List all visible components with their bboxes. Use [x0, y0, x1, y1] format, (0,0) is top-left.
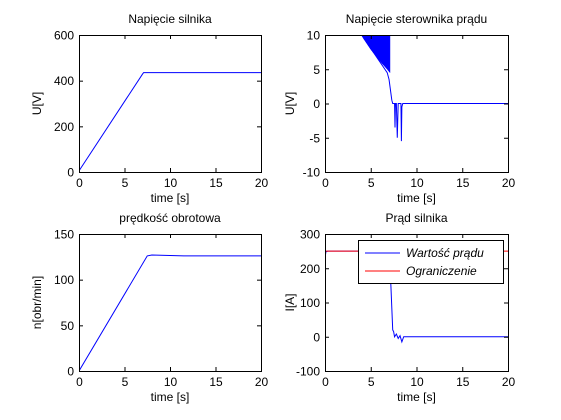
- x-tick-label: 0: [322, 375, 329, 389]
- chart-title: Napięcie sterownika prądu: [346, 12, 487, 26]
- x-tick-label: 10: [164, 375, 178, 389]
- legend: Wartość prądu Ograniczenie: [358, 240, 504, 284]
- series-line-1: [79, 254, 261, 371]
- y-axis-label: U[V]: [30, 92, 44, 115]
- data-layer: [361, 35, 508, 142]
- x-tick-label: 5: [368, 375, 375, 389]
- x-tick-label: 15: [209, 176, 223, 190]
- y-tick-label: -100: [296, 365, 320, 379]
- chart-title: Prąd silnika: [385, 211, 447, 225]
- x-tick-label: 5: [122, 375, 129, 389]
- y-tick-label: 0: [313, 97, 320, 111]
- oscillation-band: [361, 35, 391, 74]
- x-tick-label: 5: [122, 176, 129, 190]
- y-tick-label: -5: [309, 131, 320, 145]
- x-tick-label: 0: [76, 375, 83, 389]
- legend-entry-1: Wartość prądu: [406, 246, 484, 260]
- x-tick-label: 15: [456, 176, 470, 190]
- y-tick-label: 0: [67, 166, 74, 180]
- y-tick-label: 400: [54, 74, 74, 88]
- y-axis-label: I[A]: [283, 293, 297, 311]
- legend-entry-2: Ograniczenie: [406, 264, 477, 278]
- y-axis-label: n[obr/min]: [30, 276, 44, 329]
- data-layer: [79, 72, 261, 172]
- series-line-1: [361, 35, 508, 142]
- y-tick-label: -10: [303, 166, 321, 180]
- x-tick-label: 20: [255, 176, 269, 190]
- x-tick-label: 20: [502, 375, 516, 389]
- series-line-1: [79, 72, 261, 172]
- y-tick-label: 0: [313, 330, 320, 344]
- y-tick-label: 100: [54, 273, 74, 287]
- x-tick-label: 15: [456, 375, 470, 389]
- x-axis-label: time [s]: [151, 390, 190, 404]
- y-tick-label: 200: [300, 262, 320, 276]
- data-layer: [79, 254, 261, 371]
- x-tick-label: 15: [209, 375, 223, 389]
- subplot-3: 0 5 10 15 20 0 50 100 150 prędkość obrotowa time […: [30, 211, 268, 404]
- y-tick-label: 100: [300, 296, 320, 310]
- x-tick-label: 20: [255, 375, 269, 389]
- x-axis-label: time [s]: [397, 191, 436, 205]
- y-tick-label: 50: [61, 319, 75, 333]
- x-axis-label: time [s]: [397, 390, 436, 404]
- x-tick-label: 5: [368, 176, 375, 190]
- subplot-2: 0 5 10 15 20 -10 -5 0 5 10 Napięcie sterownika prą…: [283, 12, 515, 205]
- y-tick-label: 5: [313, 63, 320, 77]
- x-tick-label: 20: [502, 176, 516, 190]
- y-tick-label: 600: [54, 29, 74, 43]
- chart-title: prędkość obrotowa: [119, 211, 221, 225]
- plot-area: [79, 234, 261, 371]
- x-tick-label: 10: [410, 375, 424, 389]
- x-tick-label: 10: [164, 176, 178, 190]
- x-axis-label: time [s]: [151, 191, 190, 205]
- y-axis-label: U[V]: [283, 92, 297, 115]
- x-tick-label: 0: [322, 176, 329, 190]
- x-tick-label: 10: [410, 176, 424, 190]
- y-tick-label: 300: [300, 228, 320, 242]
- x-tick-label: 0: [76, 176, 83, 190]
- y-tick-label: 200: [54, 120, 74, 134]
- y-tick-label: 0: [67, 365, 74, 379]
- y-tick-label: 150: [54, 228, 74, 242]
- y-tick-label: 10: [307, 29, 321, 43]
- legend-box: [358, 240, 504, 284]
- chart-title: Napięcie silnika: [128, 12, 212, 26]
- plot-area: [79, 35, 261, 172]
